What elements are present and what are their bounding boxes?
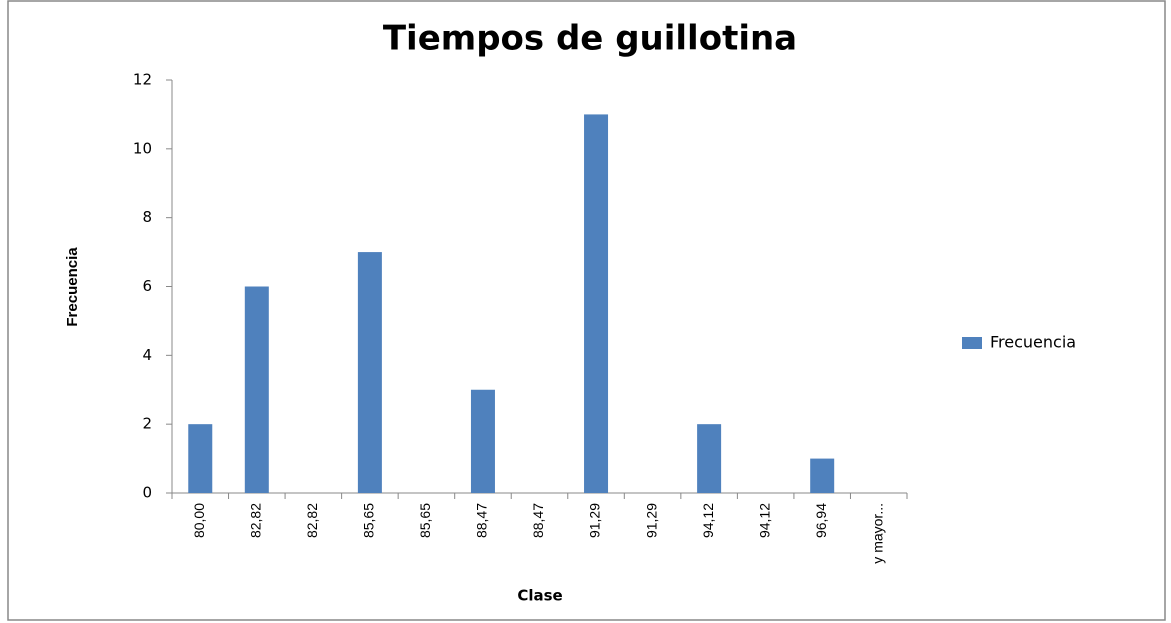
x-tick-label: 85,65 — [417, 503, 433, 538]
y-tick-label: 4 — [142, 346, 152, 364]
x-tick-label: 96,94 — [813, 503, 829, 538]
x-tick-label: 94,12 — [756, 503, 772, 538]
bar — [357, 252, 382, 493]
y-tick-label: 8 — [142, 208, 152, 226]
bar — [470, 389, 495, 493]
x-tick-label: 88,47 — [530, 503, 546, 538]
x-tick-label: 82,82 — [304, 503, 320, 538]
x-tick-label: 91,29 — [643, 503, 659, 538]
bar — [188, 424, 213, 493]
bar — [584, 114, 609, 494]
bar — [244, 286, 269, 493]
x-tick-label: 94,12 — [700, 503, 716, 538]
x-tick-label: 85,65 — [361, 503, 377, 538]
bar — [697, 424, 722, 493]
y-tick-label: 12 — [133, 71, 152, 89]
legend-swatch — [962, 337, 982, 349]
x-tick-label: 91,29 — [587, 503, 603, 538]
x-axis-label: Clase — [517, 587, 562, 605]
y-tick-label: 6 — [142, 277, 152, 295]
chart-title: Tiempos de guillotina — [383, 19, 797, 59]
y-tick-label: 2 — [142, 415, 152, 433]
x-tick-label: 88,47 — [474, 503, 490, 538]
legend-label: Frecuencia — [990, 333, 1076, 352]
y-tick-label: 10 — [133, 139, 152, 157]
y-axis-label: Frecuencia — [64, 247, 81, 327]
y-tick-label: 0 — [142, 484, 152, 502]
x-tick-label: y mayor... — [869, 503, 885, 564]
x-tick-label: 80,00 — [191, 503, 207, 538]
bar — [810, 458, 835, 493]
x-tick-label: 82,82 — [248, 503, 264, 538]
